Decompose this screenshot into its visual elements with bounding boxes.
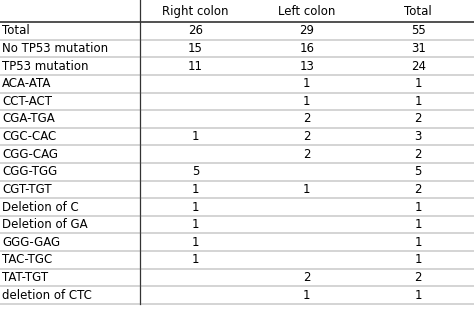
Text: 15: 15 (188, 42, 203, 55)
Text: 1: 1 (415, 253, 422, 266)
Text: 1: 1 (303, 289, 310, 302)
Text: Right colon: Right colon (162, 5, 229, 18)
Text: TAC-TGC: TAC-TGC (2, 253, 53, 266)
Text: ACA-ATA: ACA-ATA (2, 77, 52, 90)
Text: CCT-ACT: CCT-ACT (2, 95, 52, 108)
Text: 1: 1 (192, 183, 199, 196)
Text: Deletion of C: Deletion of C (2, 200, 79, 214)
Text: 1: 1 (415, 236, 422, 249)
Text: GGG-GAG: GGG-GAG (2, 236, 61, 249)
Text: Deletion of GA: Deletion of GA (2, 218, 88, 231)
Text: 1: 1 (415, 95, 422, 108)
Text: 31: 31 (411, 42, 426, 55)
Text: 1: 1 (192, 200, 199, 214)
Text: No TP53 mutation: No TP53 mutation (2, 42, 109, 55)
Text: Total: Total (404, 5, 432, 18)
Text: 1: 1 (192, 253, 199, 266)
Text: 2: 2 (415, 112, 422, 126)
Text: 2: 2 (303, 130, 310, 143)
Text: 1: 1 (303, 183, 310, 196)
Text: 1: 1 (415, 77, 422, 90)
Text: CGG-CAG: CGG-CAG (2, 148, 58, 161)
Text: TP53 mutation: TP53 mutation (2, 60, 89, 73)
Text: 3: 3 (415, 130, 422, 143)
Text: deletion of CTC: deletion of CTC (2, 289, 92, 302)
Text: 24: 24 (411, 60, 426, 73)
Text: Total: Total (2, 24, 30, 37)
Text: 11: 11 (188, 60, 203, 73)
Text: Left colon: Left colon (278, 5, 336, 18)
Text: 1: 1 (303, 95, 310, 108)
Text: 1: 1 (415, 289, 422, 302)
Text: 1: 1 (415, 200, 422, 214)
Text: 2: 2 (303, 271, 310, 284)
Text: CGG-TGG: CGG-TGG (2, 165, 58, 178)
Text: 2: 2 (415, 271, 422, 284)
Text: 5: 5 (192, 165, 199, 178)
Text: 1: 1 (415, 218, 422, 231)
Text: 55: 55 (411, 24, 426, 37)
Text: 5: 5 (415, 165, 422, 178)
Text: 2: 2 (415, 183, 422, 196)
Text: 29: 29 (300, 24, 314, 37)
Text: CGA-TGA: CGA-TGA (2, 112, 55, 126)
Text: 1: 1 (192, 236, 199, 249)
Text: 13: 13 (300, 60, 314, 73)
Text: 16: 16 (300, 42, 314, 55)
Text: 1: 1 (192, 130, 199, 143)
Text: 2: 2 (303, 112, 310, 126)
Text: TAT-TGT: TAT-TGT (2, 271, 48, 284)
Text: 2: 2 (303, 148, 310, 161)
Text: CGC-CAC: CGC-CAC (2, 130, 56, 143)
Text: 1: 1 (192, 218, 199, 231)
Text: 1: 1 (303, 77, 310, 90)
Text: CGT-TGT: CGT-TGT (2, 183, 52, 196)
Text: 2: 2 (415, 148, 422, 161)
Text: 26: 26 (188, 24, 203, 37)
